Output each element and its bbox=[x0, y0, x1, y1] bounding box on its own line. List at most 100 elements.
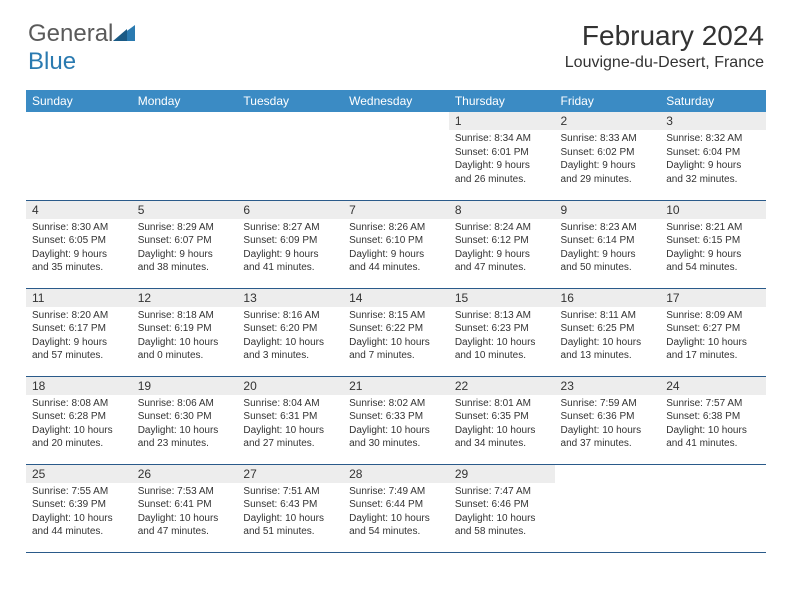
calendar-day-empty bbox=[660, 464, 766, 552]
day-number: 24 bbox=[660, 377, 766, 395]
sunset-line: Sunset: 6:01 PM bbox=[455, 146, 549, 160]
daylight-line: Daylight: 10 hours and 7 minutes. bbox=[349, 336, 443, 363]
day-number: 20 bbox=[237, 377, 343, 395]
page-header: GeneralBlue February 2024 Louvigne-du-De… bbox=[0, 0, 792, 82]
sunrise-line: Sunrise: 8:15 AM bbox=[349, 309, 443, 323]
day-number: 21 bbox=[343, 377, 449, 395]
calendar-day: 27Sunrise: 7:51 AMSunset: 6:43 PMDayligh… bbox=[237, 464, 343, 552]
calendar-day: 19Sunrise: 8:06 AMSunset: 6:30 PMDayligh… bbox=[132, 376, 238, 464]
day-content: Sunrise: 8:32 AMSunset: 6:04 PMDaylight:… bbox=[660, 130, 766, 190]
day-content: Sunrise: 7:55 AMSunset: 6:39 PMDaylight:… bbox=[26, 483, 132, 543]
day-header: Thursday bbox=[449, 90, 555, 112]
daylight-line: Daylight: 9 hours and 47 minutes. bbox=[455, 248, 549, 275]
sunrise-line: Sunrise: 7:51 AM bbox=[243, 485, 337, 499]
sunrise-line: Sunrise: 7:53 AM bbox=[138, 485, 232, 499]
sunrise-line: Sunrise: 7:59 AM bbox=[561, 397, 655, 411]
sunset-line: Sunset: 6:36 PM bbox=[561, 410, 655, 424]
calendar-day: 23Sunrise: 7:59 AMSunset: 6:36 PMDayligh… bbox=[555, 376, 661, 464]
sunset-line: Sunset: 6:43 PM bbox=[243, 498, 337, 512]
logo-triangle-icon bbox=[113, 23, 135, 41]
day-number: 10 bbox=[660, 201, 766, 219]
day-number: 11 bbox=[26, 289, 132, 307]
calendar-day: 28Sunrise: 7:49 AMSunset: 6:44 PMDayligh… bbox=[343, 464, 449, 552]
day-number: 23 bbox=[555, 377, 661, 395]
logo-text-part2: Blue bbox=[28, 48, 76, 75]
daylight-line: Daylight: 10 hours and 41 minutes. bbox=[666, 424, 760, 451]
sunset-line: Sunset: 6:33 PM bbox=[349, 410, 443, 424]
day-number: 4 bbox=[26, 201, 132, 219]
sunset-line: Sunset: 6:38 PM bbox=[666, 410, 760, 424]
sunset-line: Sunset: 6:31 PM bbox=[243, 410, 337, 424]
day-content: Sunrise: 8:11 AMSunset: 6:25 PMDaylight:… bbox=[555, 307, 661, 367]
day-number: 19 bbox=[132, 377, 238, 395]
calendar-day: 22Sunrise: 8:01 AMSunset: 6:35 PMDayligh… bbox=[449, 376, 555, 464]
sunrise-line: Sunrise: 7:47 AM bbox=[455, 485, 549, 499]
sunrise-line: Sunrise: 8:01 AM bbox=[455, 397, 549, 411]
day-content: Sunrise: 8:34 AMSunset: 6:01 PMDaylight:… bbox=[449, 130, 555, 190]
calendar-day: 3Sunrise: 8:32 AMSunset: 6:04 PMDaylight… bbox=[660, 112, 766, 200]
day-number: 14 bbox=[343, 289, 449, 307]
calendar-day: 14Sunrise: 8:15 AMSunset: 6:22 PMDayligh… bbox=[343, 288, 449, 376]
day-content: Sunrise: 8:13 AMSunset: 6:23 PMDaylight:… bbox=[449, 307, 555, 367]
calendar-day: 12Sunrise: 8:18 AMSunset: 6:19 PMDayligh… bbox=[132, 288, 238, 376]
daylight-line: Daylight: 9 hours and 26 minutes. bbox=[455, 159, 549, 186]
day-content: Sunrise: 8:21 AMSunset: 6:15 PMDaylight:… bbox=[660, 219, 766, 279]
calendar-week: 18Sunrise: 8:08 AMSunset: 6:28 PMDayligh… bbox=[26, 376, 766, 464]
calendar-day: 16Sunrise: 8:11 AMSunset: 6:25 PMDayligh… bbox=[555, 288, 661, 376]
daylight-line: Daylight: 10 hours and 17 minutes. bbox=[666, 336, 760, 363]
daylight-line: Daylight: 10 hours and 10 minutes. bbox=[455, 336, 549, 363]
daylight-line: Daylight: 10 hours and 23 minutes. bbox=[138, 424, 232, 451]
sunset-line: Sunset: 6:20 PM bbox=[243, 322, 337, 336]
day-content: Sunrise: 7:59 AMSunset: 6:36 PMDaylight:… bbox=[555, 395, 661, 455]
day-number: 18 bbox=[26, 377, 132, 395]
day-content: Sunrise: 7:57 AMSunset: 6:38 PMDaylight:… bbox=[660, 395, 766, 455]
logo-text: GeneralBlue bbox=[28, 20, 135, 76]
calendar-day: 13Sunrise: 8:16 AMSunset: 6:20 PMDayligh… bbox=[237, 288, 343, 376]
day-header: Tuesday bbox=[237, 90, 343, 112]
sunset-line: Sunset: 6:07 PM bbox=[138, 234, 232, 248]
day-number: 15 bbox=[449, 289, 555, 307]
calendar-head: SundayMondayTuesdayWednesdayThursdayFrid… bbox=[26, 90, 766, 112]
day-content: Sunrise: 8:23 AMSunset: 6:14 PMDaylight:… bbox=[555, 219, 661, 279]
day-number: 6 bbox=[237, 201, 343, 219]
calendar-day: 1Sunrise: 8:34 AMSunset: 6:01 PMDaylight… bbox=[449, 112, 555, 200]
month-title: February 2024 bbox=[565, 20, 764, 52]
day-content: Sunrise: 8:20 AMSunset: 6:17 PMDaylight:… bbox=[26, 307, 132, 367]
day-number: 8 bbox=[449, 201, 555, 219]
calendar-day: 7Sunrise: 8:26 AMSunset: 6:10 PMDaylight… bbox=[343, 200, 449, 288]
day-content: Sunrise: 8:18 AMSunset: 6:19 PMDaylight:… bbox=[132, 307, 238, 367]
sunrise-line: Sunrise: 8:18 AM bbox=[138, 309, 232, 323]
day-header: Wednesday bbox=[343, 90, 449, 112]
sunset-line: Sunset: 6:35 PM bbox=[455, 410, 549, 424]
calendar-day: 20Sunrise: 8:04 AMSunset: 6:31 PMDayligh… bbox=[237, 376, 343, 464]
calendar-day: 9Sunrise: 8:23 AMSunset: 6:14 PMDaylight… bbox=[555, 200, 661, 288]
calendar-day: 6Sunrise: 8:27 AMSunset: 6:09 PMDaylight… bbox=[237, 200, 343, 288]
daylight-line: Daylight: 10 hours and 54 minutes. bbox=[349, 512, 443, 539]
sunset-line: Sunset: 6:25 PM bbox=[561, 322, 655, 336]
calendar-day: 17Sunrise: 8:09 AMSunset: 6:27 PMDayligh… bbox=[660, 288, 766, 376]
sunset-line: Sunset: 6:39 PM bbox=[32, 498, 126, 512]
daylight-line: Daylight: 9 hours and 50 minutes. bbox=[561, 248, 655, 275]
sunset-line: Sunset: 6:12 PM bbox=[455, 234, 549, 248]
daylight-line: Daylight: 10 hours and 34 minutes. bbox=[455, 424, 549, 451]
daylight-line: Daylight: 10 hours and 0 minutes. bbox=[138, 336, 232, 363]
day-content: Sunrise: 8:33 AMSunset: 6:02 PMDaylight:… bbox=[555, 130, 661, 190]
sunrise-line: Sunrise: 8:16 AM bbox=[243, 309, 337, 323]
day-content: Sunrise: 7:53 AMSunset: 6:41 PMDaylight:… bbox=[132, 483, 238, 543]
day-content: Sunrise: 7:49 AMSunset: 6:44 PMDaylight:… bbox=[343, 483, 449, 543]
day-number: 13 bbox=[237, 289, 343, 307]
day-content: Sunrise: 7:51 AMSunset: 6:43 PMDaylight:… bbox=[237, 483, 343, 543]
daylight-line: Daylight: 10 hours and 51 minutes. bbox=[243, 512, 337, 539]
calendar-day: 2Sunrise: 8:33 AMSunset: 6:02 PMDaylight… bbox=[555, 112, 661, 200]
day-number: 17 bbox=[660, 289, 766, 307]
location-label: Louvigne-du-Desert, France bbox=[565, 54, 764, 72]
calendar-day-empty bbox=[237, 112, 343, 200]
sunrise-line: Sunrise: 8:24 AM bbox=[455, 221, 549, 235]
day-content: Sunrise: 8:06 AMSunset: 6:30 PMDaylight:… bbox=[132, 395, 238, 455]
sunset-line: Sunset: 6:15 PM bbox=[666, 234, 760, 248]
sunrise-line: Sunrise: 8:13 AM bbox=[455, 309, 549, 323]
daylight-line: Daylight: 9 hours and 44 minutes. bbox=[349, 248, 443, 275]
day-number: 5 bbox=[132, 201, 238, 219]
day-content: Sunrise: 8:29 AMSunset: 6:07 PMDaylight:… bbox=[132, 219, 238, 279]
sunset-line: Sunset: 6:09 PM bbox=[243, 234, 337, 248]
